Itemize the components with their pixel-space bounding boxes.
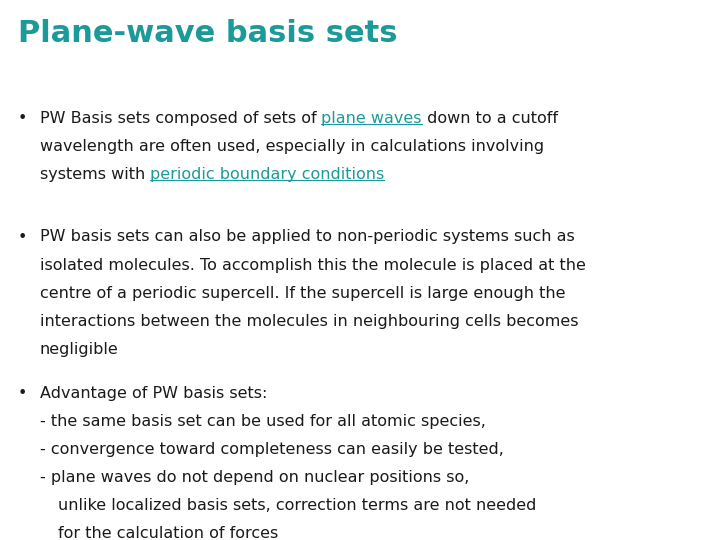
Text: Advantage of PW basis sets:: Advantage of PW basis sets:	[40, 386, 267, 401]
Text: - the same basis set can be used for all atomic species,: - the same basis set can be used for all…	[40, 414, 485, 429]
Text: unlike localized basis sets, correction terms are not needed: unlike localized basis sets, correction …	[58, 498, 536, 514]
Text: interactions between the molecules in neighbouring cells becomes: interactions between the molecules in ne…	[40, 314, 578, 329]
Text: periodic boundary conditions: periodic boundary conditions	[150, 167, 384, 182]
Text: •: •	[18, 111, 27, 126]
Text: - plane waves do not depend on nuclear positions so,: - plane waves do not depend on nuclear p…	[40, 470, 469, 485]
Text: centre of a periodic supercell. If the supercell is large enough the: centre of a periodic supercell. If the s…	[40, 286, 565, 301]
Text: PW basis sets can also be applied to non-periodic systems such as: PW basis sets can also be applied to non…	[40, 230, 575, 245]
Text: •: •	[18, 230, 27, 245]
Text: wavelength are often used, especially in calculations involving: wavelength are often used, especially in…	[40, 139, 544, 154]
Text: PW Basis sets composed of sets of: PW Basis sets composed of sets of	[40, 111, 321, 126]
Text: isolated molecules. To accomplish this the molecule is placed at the: isolated molecules. To accomplish this t…	[40, 258, 585, 273]
Text: systems with: systems with	[40, 167, 150, 182]
Text: down to a cutoff: down to a cutoff	[422, 111, 558, 126]
Text: for the calculation of forces: for the calculation of forces	[58, 526, 278, 540]
Text: negligible: negligible	[40, 342, 118, 357]
Text: plane waves: plane waves	[321, 111, 422, 126]
Text: - convergence toward completeness can easily be tested,: - convergence toward completeness can ea…	[40, 442, 503, 457]
Text: •: •	[18, 386, 27, 401]
Text: Plane-wave basis sets: Plane-wave basis sets	[18, 19, 397, 48]
